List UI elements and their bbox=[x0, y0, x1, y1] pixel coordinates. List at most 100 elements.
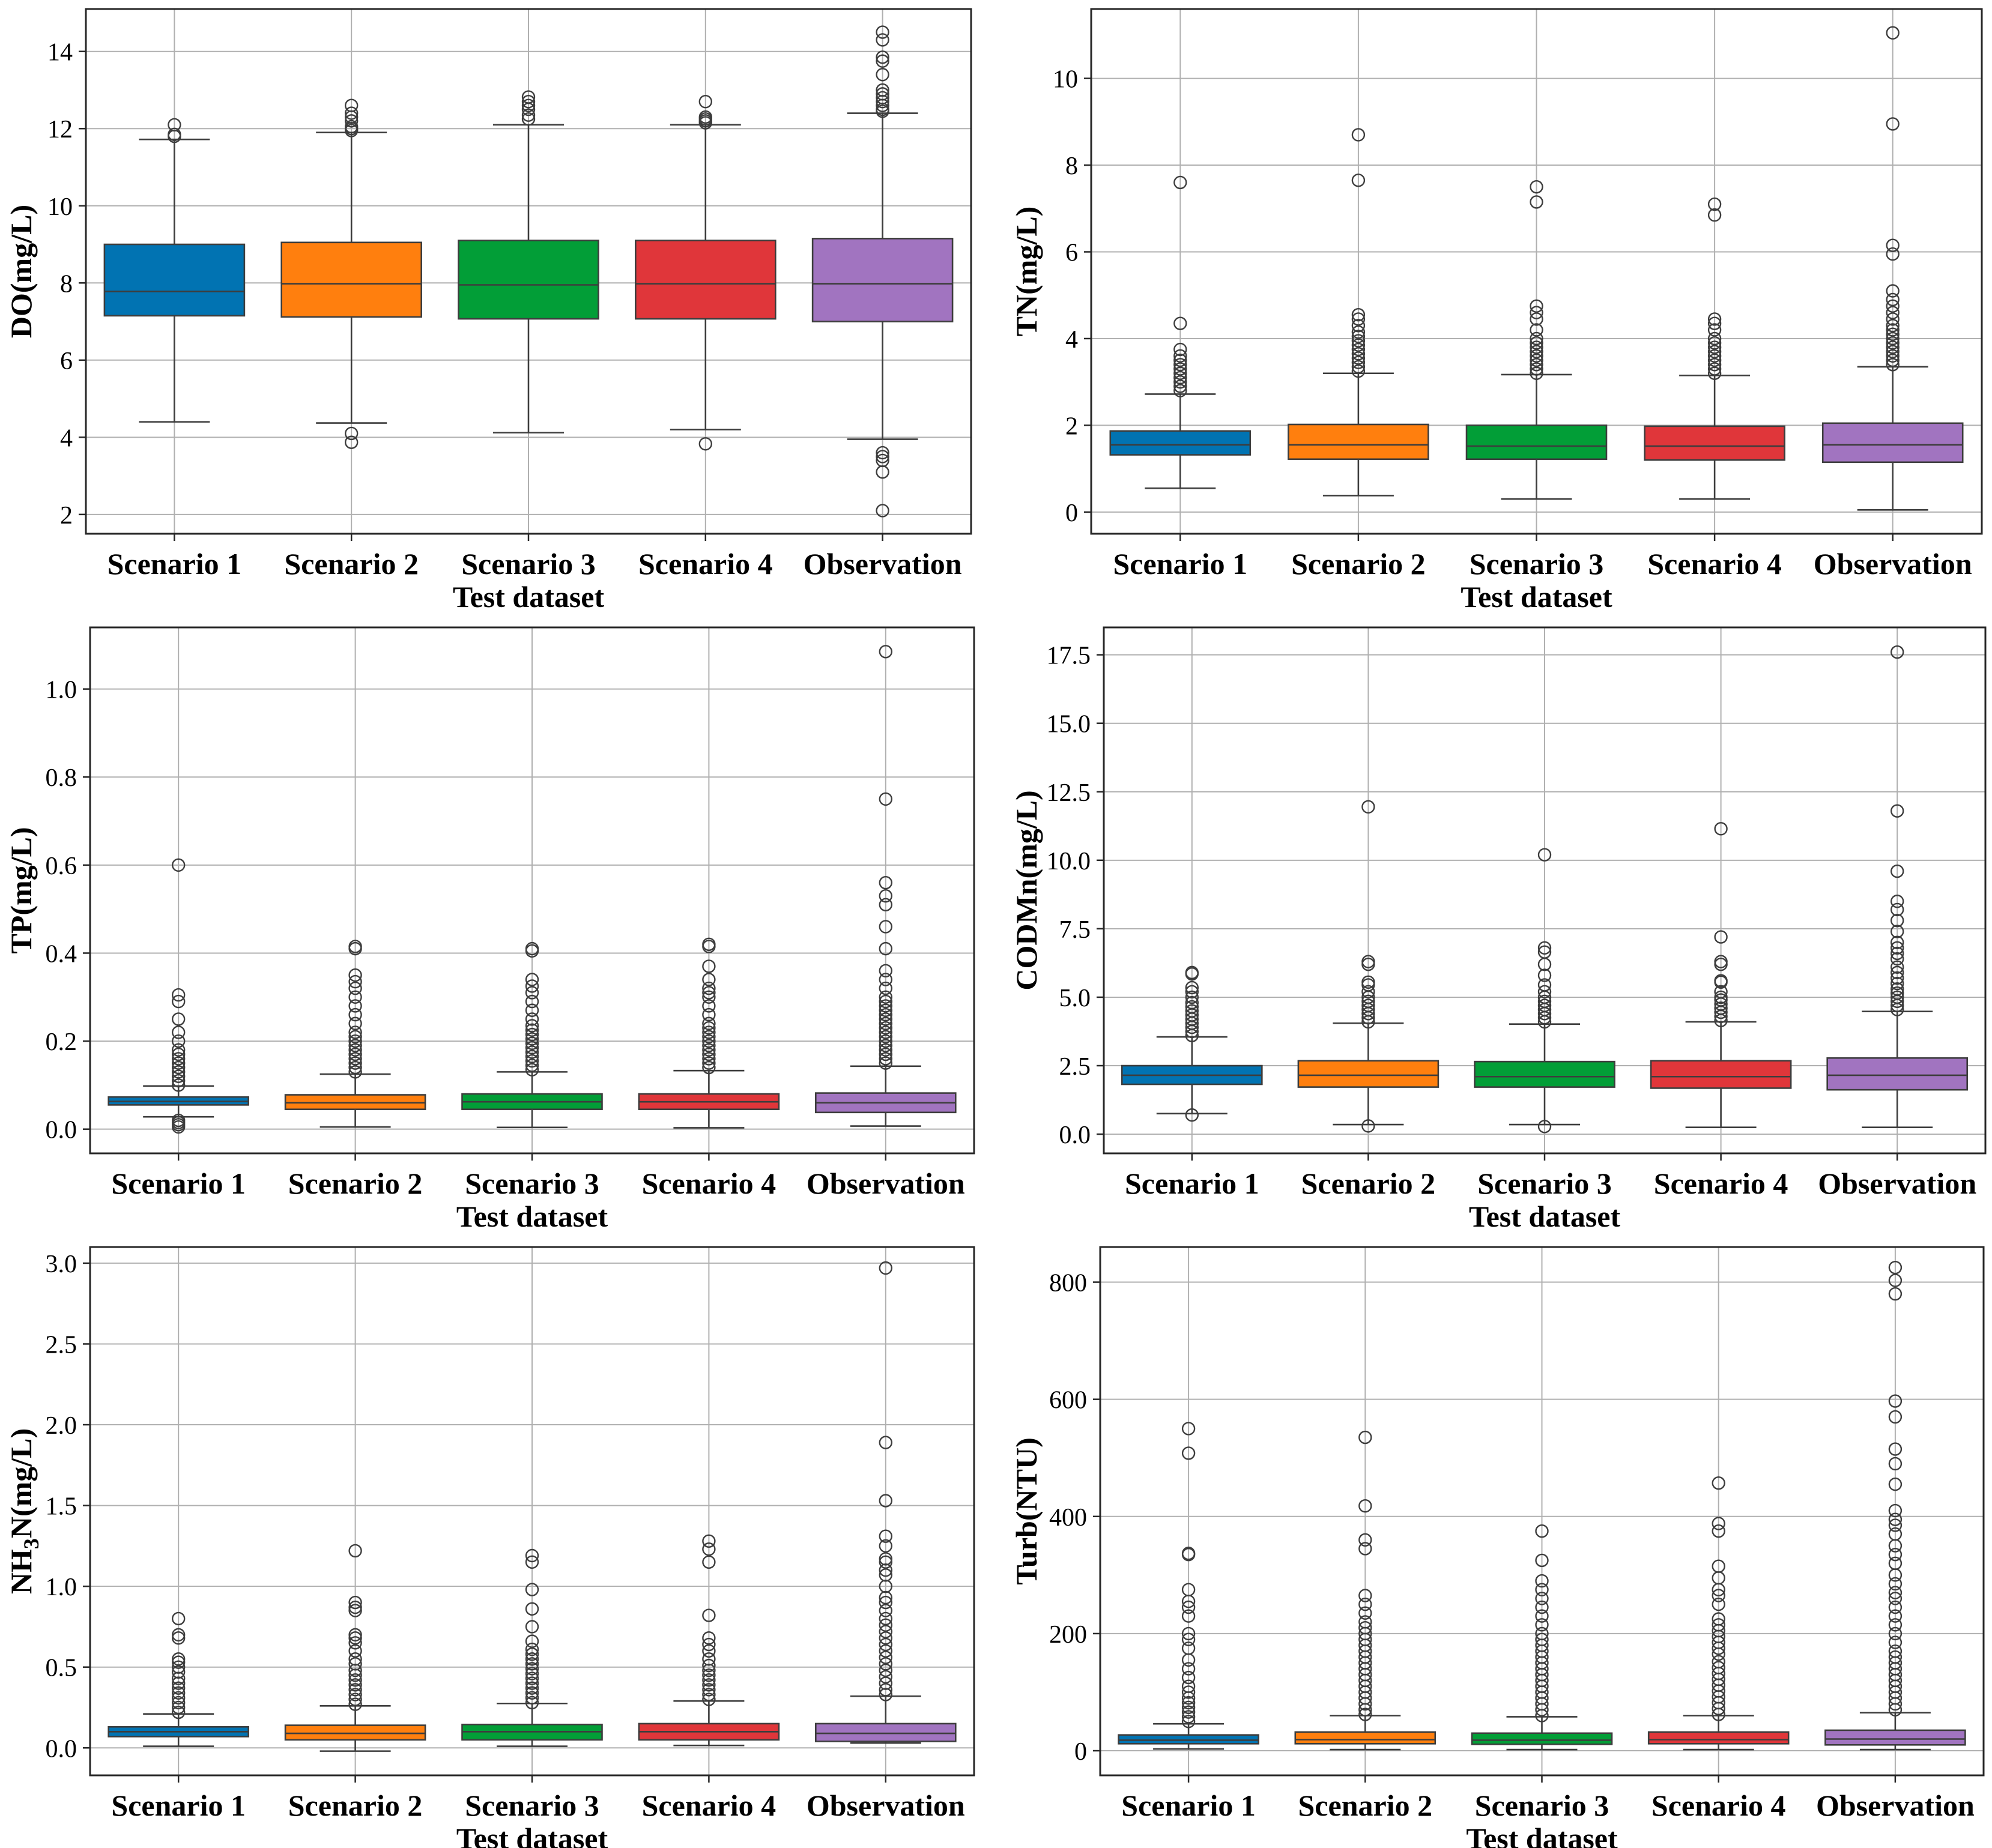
outlier-point bbox=[1888, 1650, 1903, 1664]
y-axis-title: DO(mg/L) bbox=[4, 205, 38, 338]
iqr-box bbox=[1297, 1060, 1440, 1088]
outlier-point bbox=[1361, 975, 1375, 989]
outlier-point bbox=[172, 1065, 186, 1079]
outlier-point bbox=[1888, 1477, 1903, 1491]
outlier-point bbox=[1185, 995, 1199, 1010]
outlier-point bbox=[1181, 1700, 1196, 1715]
outlier-point bbox=[879, 898, 893, 912]
outlier-point bbox=[702, 1043, 716, 1057]
x-category-label: Scenario 2 bbox=[288, 1167, 423, 1200]
outlier-point bbox=[1890, 925, 1904, 938]
outlier-point bbox=[879, 1261, 893, 1275]
chart-panel-turb-ntu: 0 200 400 600 800 Scenario 1 Scenario 2 Scenari… bbox=[1010, 1246, 1985, 1848]
outlier-point bbox=[1181, 1583, 1196, 1596]
outlier-point bbox=[1890, 864, 1904, 878]
outlier-point bbox=[1361, 985, 1375, 999]
iqr-box bbox=[1824, 1729, 1966, 1746]
outlier-point bbox=[525, 1027, 539, 1042]
x-category-label: Scenario 2 bbox=[288, 1789, 423, 1822]
outlier-point bbox=[879, 1670, 893, 1684]
outlier-point bbox=[879, 875, 893, 890]
x-category-label: Observation bbox=[807, 1167, 965, 1200]
outlier-point bbox=[879, 1663, 893, 1677]
outlier-point bbox=[1351, 351, 1366, 365]
outlier-point bbox=[1537, 848, 1552, 862]
outlier-point bbox=[1530, 195, 1543, 209]
outlier-point bbox=[525, 1548, 539, 1563]
box-observation bbox=[815, 1261, 957, 1744]
outlier-point bbox=[1530, 336, 1543, 350]
outlier-point bbox=[348, 1016, 362, 1030]
box-scenario-1 bbox=[107, 858, 249, 1134]
x-axis-title: Test dataset bbox=[1461, 580, 1612, 614]
outlier-point bbox=[348, 1657, 362, 1671]
outlier-point bbox=[1886, 306, 1900, 319]
x-category-label: Scenario 4 bbox=[642, 1167, 777, 1200]
outlier-point bbox=[1714, 985, 1728, 999]
outlier-point bbox=[876, 68, 889, 82]
outlier-point bbox=[1888, 1586, 1903, 1599]
outlier-point bbox=[1712, 1517, 1725, 1530]
outlier-point bbox=[1535, 1553, 1549, 1568]
outlier-point bbox=[698, 95, 713, 109]
box-scenario-4 bbox=[1644, 197, 1785, 500]
outlier-point bbox=[1181, 1626, 1196, 1641]
outlier-point bbox=[1890, 990, 1904, 1004]
outlier-point bbox=[525, 1647, 539, 1661]
y-axis-title: TP(mg/L) bbox=[4, 827, 38, 953]
outlier-point bbox=[879, 1539, 893, 1553]
outlier-point bbox=[1530, 349, 1543, 363]
x-category-label: Scenario 1 bbox=[111, 1167, 246, 1200]
chart-panel-codmn-mg-l: 0.0 2.5 5.0 7.5 10.0 12.5 15.0 17.5 Scenario 1 Sc… bbox=[1010, 626, 1987, 1233]
outlier-point bbox=[1351, 319, 1366, 333]
iqr-box bbox=[1474, 1060, 1615, 1088]
outlier-point bbox=[348, 1544, 362, 1558]
x-category-label: Scenario 3 bbox=[465, 1789, 599, 1822]
outlier-point bbox=[1173, 342, 1187, 357]
x-category-label: Observation bbox=[804, 547, 962, 581]
x-category-label: Scenario 3 bbox=[1477, 1167, 1612, 1200]
outlier-point bbox=[1712, 1559, 1725, 1573]
outlier-point bbox=[348, 990, 362, 1004]
y-tick-label: 4 bbox=[1065, 326, 1078, 354]
outlier-point bbox=[702, 1025, 716, 1039]
y-tick-label: 17.5 bbox=[1047, 642, 1091, 670]
outlier-point bbox=[876, 445, 889, 460]
y-tick-label: 2 bbox=[60, 502, 73, 530]
iqr-box bbox=[280, 241, 423, 318]
outlier-point bbox=[879, 1552, 893, 1566]
outlier-point bbox=[172, 1611, 186, 1626]
outlier-point bbox=[1886, 340, 1900, 354]
outlier-point bbox=[879, 1052, 893, 1066]
outlier-point bbox=[876, 83, 889, 97]
outlier-point bbox=[1351, 360, 1366, 374]
outlier-point bbox=[1173, 384, 1187, 397]
outlier-point bbox=[1181, 1705, 1196, 1719]
box-scenario-4 bbox=[635, 95, 777, 451]
outlier-point bbox=[1714, 974, 1728, 988]
y-axis-title: CODMn(mg/L) bbox=[1010, 790, 1043, 990]
chart-panel-nh3n-mg-l: 0.0 0.5 1.0 1.5 2.0 2.5 3.0 Scenario 1 Scenario … bbox=[4, 1246, 975, 1848]
outlier-point bbox=[1181, 1662, 1196, 1676]
outlier-point bbox=[172, 1652, 186, 1666]
outlier-point bbox=[702, 1608, 716, 1622]
outlier-point bbox=[1888, 1635, 1903, 1649]
box-observation bbox=[1821, 26, 1964, 511]
x-category-label: Observation bbox=[1814, 547, 1972, 581]
outlier-point bbox=[1351, 355, 1366, 369]
outlier-point bbox=[1351, 347, 1366, 361]
outlier-point bbox=[1886, 238, 1900, 252]
outlier-point bbox=[525, 1012, 539, 1026]
y-tick-label: 1.0 bbox=[46, 1574, 77, 1601]
outlier-point bbox=[879, 1644, 893, 1658]
x-category-label: Scenario 2 bbox=[1291, 547, 1426, 581]
outlier-point bbox=[348, 1065, 362, 1079]
outlier-point bbox=[168, 127, 181, 142]
y-tick-label: 6 bbox=[60, 348, 73, 375]
outlier-point bbox=[702, 1542, 716, 1556]
outlier-point bbox=[1888, 1527, 1903, 1541]
outlier-point bbox=[879, 1555, 893, 1569]
y-axis-title: Turb(NTU) bbox=[1010, 1437, 1043, 1584]
outlier-point bbox=[348, 1644, 362, 1658]
y-tick-label: 0.0 bbox=[1059, 1122, 1091, 1149]
